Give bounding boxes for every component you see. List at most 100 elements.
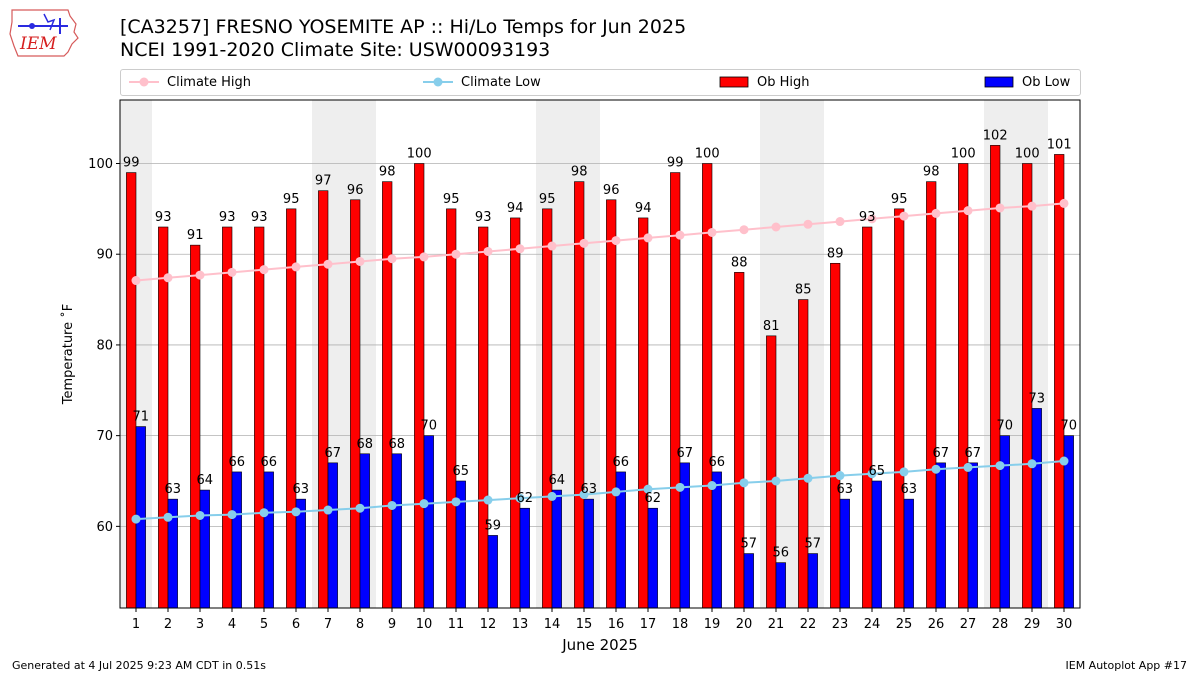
x-tick-label: 13 xyxy=(512,617,529,632)
ob-low-bar xyxy=(551,489,562,609)
climate-low-point xyxy=(707,481,717,491)
plot-frame xyxy=(119,99,1081,609)
legend-item-climate-high: Climate High xyxy=(129,73,251,91)
ob-low-value-label: 67 xyxy=(965,446,982,461)
legend-item-ob-low: Ob Low xyxy=(984,73,1070,91)
climate-low-point xyxy=(419,499,429,509)
ob-low-bar xyxy=(743,553,754,609)
ob-low-value-label: 66 xyxy=(229,455,246,470)
x-tick-label: 10 xyxy=(416,617,433,632)
ob-high-bar xyxy=(958,163,969,609)
ob-low-value-label: 65 xyxy=(453,464,470,479)
y-tick-label: 80 xyxy=(96,338,113,353)
ob-high-bar xyxy=(1022,163,1033,609)
legend-swatch-icon xyxy=(984,76,1014,88)
ob-high-value-label: 98 xyxy=(923,165,940,180)
ob-low-bar xyxy=(807,553,818,609)
ob-high-bar xyxy=(446,208,457,609)
ob-low-value-label: 63 xyxy=(581,482,598,497)
climate-low-point xyxy=(227,510,237,520)
ob-high-value-label: 93 xyxy=(219,210,236,225)
climate-low-point xyxy=(291,507,301,517)
climate-high-point xyxy=(739,225,749,235)
climate-low-point xyxy=(803,473,813,483)
ob-low-value-label: 67 xyxy=(677,446,694,461)
climate-low-point xyxy=(1027,459,1037,469)
climate-low-point xyxy=(643,484,653,494)
y-tick-label: 90 xyxy=(96,248,113,263)
climate-low-point xyxy=(355,503,365,513)
ob-low-bar xyxy=(935,462,946,609)
climate-high-point xyxy=(643,233,653,243)
ob-high-bar xyxy=(510,217,521,609)
ob-high-value-label: 93 xyxy=(859,210,876,225)
climate-high-point xyxy=(579,238,589,248)
climate-high-point xyxy=(547,241,557,251)
x-tick-label: 25 xyxy=(896,617,913,632)
ob-low-value-label: 64 xyxy=(549,473,566,488)
ob-low-bar xyxy=(839,498,850,609)
ob-high-bar xyxy=(638,217,649,609)
ob-low-bar xyxy=(263,471,274,609)
x-tick-label: 7 xyxy=(324,617,332,632)
ob-high-value-label: 100 xyxy=(407,147,432,162)
ob-low-bar xyxy=(231,471,242,609)
ob-low-value-label: 63 xyxy=(165,482,182,497)
climate-high-point xyxy=(515,244,525,254)
climate-high-point xyxy=(1027,201,1037,211)
climate-high-point xyxy=(963,206,973,216)
climate-high-point xyxy=(931,208,941,218)
climate-high-point xyxy=(1059,198,1069,208)
y-axis-label: Temperature ˚F xyxy=(60,304,76,405)
climate-low-point xyxy=(835,471,845,481)
climate-high-point xyxy=(355,256,365,266)
ob-low-value-label: 62 xyxy=(517,491,534,506)
legend-item-climate-low: Climate Low xyxy=(423,73,541,91)
ob-high-bar xyxy=(254,226,265,609)
ob-high-value-label: 98 xyxy=(379,165,396,180)
climate-low-point xyxy=(163,512,173,522)
climate-low-point xyxy=(579,490,589,500)
ob-low-bar xyxy=(487,535,498,609)
iowa-map-logo-icon: IEM xyxy=(9,9,79,57)
ob-high-value-label: 99 xyxy=(667,156,684,171)
ob-high-value-label: 99 xyxy=(123,156,140,171)
ob-high-value-label: 96 xyxy=(347,183,364,198)
ob-high-bar xyxy=(542,208,553,609)
climate-low-point xyxy=(771,476,781,486)
ob-low-bar xyxy=(583,498,594,609)
ob-low-value-label: 70 xyxy=(421,419,438,434)
ob-low-value-label: 56 xyxy=(773,546,790,561)
ob-high-bar xyxy=(318,190,329,609)
climate-high-point xyxy=(163,273,173,283)
x-tick-label: 22 xyxy=(800,617,817,632)
ob-high-bar xyxy=(862,226,873,609)
y-tick-label: 70 xyxy=(96,429,113,444)
y-tick-label: 60 xyxy=(96,520,113,535)
x-tick-label: 27 xyxy=(960,617,977,632)
ob-low-bar xyxy=(647,507,658,609)
chart-subtitle: NCEI 1991-2020 Climate Site: USW00093193 xyxy=(120,39,551,61)
legend-label: Climate Low xyxy=(461,74,541,90)
ob-high-value-label: 100 xyxy=(1015,147,1040,162)
legend: Climate High Climate Low Ob High Ob Low xyxy=(120,69,1081,96)
ob-high-value-label: 97 xyxy=(315,174,332,189)
legend-line-marker-icon xyxy=(423,77,453,87)
ob-low-value-label: 57 xyxy=(741,537,758,552)
ob-low-value-label: 67 xyxy=(325,446,342,461)
climate-low-point xyxy=(323,505,333,515)
legend-line-marker-icon xyxy=(129,77,159,87)
climate-high-point xyxy=(675,230,685,240)
x-tick-label: 26 xyxy=(928,617,945,632)
ob-low-value-label: 66 xyxy=(709,455,726,470)
x-tick-label: 21 xyxy=(768,617,785,632)
climate-low-point xyxy=(931,464,941,474)
legend-label: Ob Low xyxy=(1022,74,1071,90)
climate-low-point xyxy=(483,495,493,505)
climate-low-point xyxy=(451,497,461,507)
x-tick-label: 24 xyxy=(864,617,881,632)
climate-high-point xyxy=(771,222,781,232)
climate-low-point xyxy=(739,478,749,488)
ob-high-value-label: 100 xyxy=(695,147,720,162)
